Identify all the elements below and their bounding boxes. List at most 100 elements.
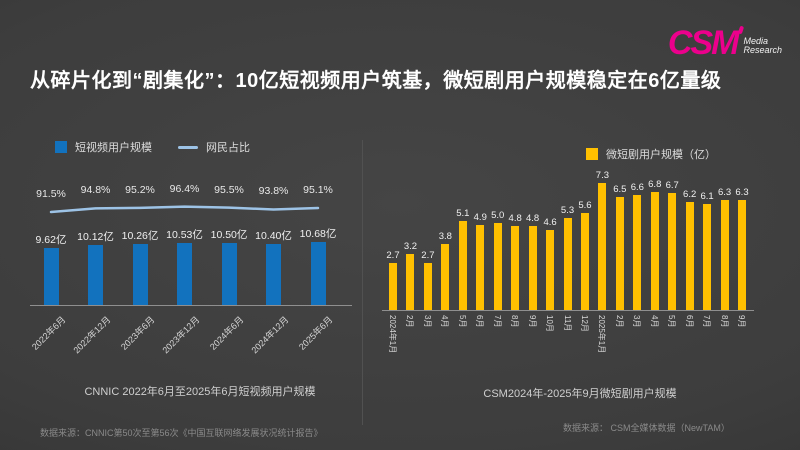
x-axis-label: 8月: [510, 315, 520, 328]
micro-drama-users-chart: 微短剧用户规模（亿） 2.7 2024年1月 3.2 2月 2.7 3月 3.8 4月 5.1 5…: [378, 140, 790, 375]
bar-value-label: 10.40亿: [255, 229, 292, 242]
bar-value-label: 2.7: [386, 250, 400, 262]
bar-5月: [458, 221, 467, 310]
x-axis-label: 4月: [440, 315, 450, 328]
short-video-users-chart: 短视频用户规模 网民占比 9.62亿 91.5% 2022年6月 10.12亿 94.8…: [30, 135, 360, 370]
bar-value-label: 2.7: [421, 250, 435, 262]
x-axis-label: 2月: [614, 315, 624, 328]
x-axis-label: 5月: [667, 315, 677, 328]
bar-6月: [685, 202, 694, 310]
bar-value-label: 5.0: [491, 210, 505, 221]
bar-8月: [511, 226, 520, 310]
right-chart-caption: CSM2024年-2025年9月微短剧用户规模: [483, 388, 677, 400]
x-axis-label: 4月: [649, 315, 659, 328]
csm-logo: CSM Media Research: [668, 25, 782, 60]
bar-9月: [738, 200, 746, 310]
bar-3月: [633, 195, 642, 310]
bar-value-label: 4.6: [543, 216, 557, 228]
yellow-bar-legend-swatch-icon: [586, 148, 598, 160]
bar-value-label: 5.6: [578, 199, 592, 211]
right-chart-legend: 微短剧用户规模（亿）: [586, 146, 716, 162]
line-point-label: 96.4%: [169, 182, 200, 195]
bar-2月: [406, 254, 415, 310]
x-axis-label: 7月: [702, 315, 712, 328]
bar-value-label: 5.1: [456, 208, 470, 220]
x-axis-label: 8月: [719, 315, 729, 328]
bar-4月: [650, 191, 659, 310]
bar-2022年12月: [88, 245, 103, 305]
bar-2022年6月: [43, 248, 59, 305]
left-chart-caption: CNNIC 2022年6月至2025年6月短视频用户规模: [84, 386, 316, 398]
line-point-label: 94.8%: [80, 184, 111, 197]
bar-5月: [668, 193, 677, 310]
bar-value-label: 6.2: [683, 189, 697, 201]
x-axis-label: 12月: [579, 315, 589, 332]
bar-6月: [476, 224, 485, 310]
bar-value-label: 4.8: [525, 213, 540, 225]
bar-9月: [528, 226, 537, 310]
bar-11月: [563, 217, 572, 310]
left-chart-legend: 短视频用户规模 网民占比: [55, 139, 250, 155]
csm-logo-tick-icon: [738, 25, 745, 35]
x-axis-label: 7月: [492, 315, 502, 328]
x-axis-label: 3月: [422, 315, 432, 328]
bar-12月: [580, 212, 589, 310]
x-axis-label: 2024年1月: [388, 315, 397, 354]
x-axis-line: [382, 310, 754, 311]
bar-value-label: 3.2: [403, 241, 418, 253]
csm-logo-text: CSM: [668, 25, 745, 60]
x-axis-label: 5月: [457, 315, 467, 328]
bar-2024年12月: [266, 243, 281, 305]
right-chart-source: 数据来源： CSM全媒体数据（NewTAM）: [563, 423, 730, 433]
csm-logo-wordmark: CSM: [667, 24, 740, 62]
x-axis-label: 11月: [562, 315, 572, 332]
bar-10月: [546, 229, 555, 310]
blue-bar-legend-swatch-icon: [55, 141, 67, 153]
left-chart-source: 数据来源：CNNIC第50次至第56次《中国互联网络发展状况统计报告》: [40, 428, 323, 438]
bar-value-label: 10.50亿: [210, 229, 248, 242]
line-point-label: 95.5%: [214, 183, 244, 196]
bar-value-label: 6.8: [648, 178, 662, 190]
right-legend-bar-label: 微短剧用户规模（亿）: [606, 149, 716, 161]
bar-value-label: 6.6: [630, 182, 644, 194]
bar-value-label: 6.7: [665, 180, 679, 192]
bar-value-label: 7.3: [595, 169, 609, 181]
bar-value-label: 6.1: [700, 190, 714, 202]
bar-value-label: 6.3: [717, 187, 732, 199]
page-title: 从碎片化到“剧集化”：10亿短视频用户筑基，微短剧用户规模稳定在6亿量级: [30, 70, 722, 92]
bar-2025年1月: [598, 182, 607, 310]
x-axis-label: 6月: [684, 315, 694, 328]
bar-value-label: 5.3: [560, 204, 575, 216]
line-point-label: 91.5%: [36, 188, 66, 200]
bar-value-label: 10.68亿: [299, 227, 337, 240]
x-axis-label: 9月: [527, 315, 537, 328]
bar-2023年6月: [132, 244, 148, 305]
bar-2月: [615, 196, 624, 310]
line-point-label: 95.1%: [303, 184, 333, 197]
bar-3月: [423, 263, 432, 310]
csm-logo-subtitle: Media Research: [743, 35, 782, 59]
bar-2023年12月: [177, 242, 192, 305]
line-point-label: 95.2%: [125, 183, 155, 196]
bar-8月: [720, 200, 729, 310]
line-legend-swatch-icon: [178, 145, 198, 149]
bar-value-label: 10.26亿: [121, 230, 159, 243]
csm-logo-sub-research: Research: [743, 45, 782, 56]
x-axis-label: 3月: [632, 315, 642, 328]
csm-logo-sub-media: Media: [743, 35, 768, 46]
bar-value-label: 10.53亿: [166, 228, 203, 241]
section-divider: [362, 140, 363, 425]
bar-2024年6月: [221, 243, 237, 305]
bar-7月: [703, 203, 712, 310]
bar-value-label: 9.62亿: [35, 234, 67, 247]
x-axis-line: [30, 305, 352, 306]
x-axis-label: 2025年1月: [597, 315, 607, 354]
bar-value-label: 10.12亿: [77, 231, 114, 244]
bar-value-label: 4.9: [473, 211, 487, 223]
bar-7月: [493, 223, 502, 310]
bar-2025年6月: [310, 241, 326, 305]
x-axis-label: 2月: [405, 315, 415, 328]
bar-value-label: 6.3: [735, 187, 749, 199]
bar-value-label: 4.8: [508, 213, 522, 225]
